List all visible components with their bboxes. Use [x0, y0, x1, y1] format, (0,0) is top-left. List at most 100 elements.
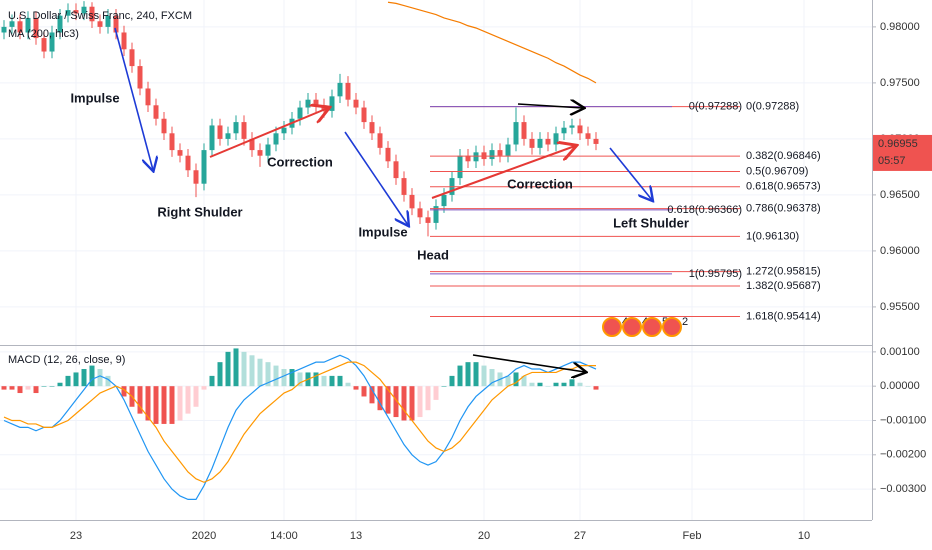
histogram-bar: [257, 358, 263, 387]
event-marker: [602, 317, 622, 337]
x-tick-label: 14:00: [270, 530, 298, 542]
fib-label: 1(0.96130): [746, 230, 799, 242]
histogram-bar: [161, 386, 167, 424]
candle-body: [257, 150, 263, 156]
fib-label: 0.618(0.96366): [667, 204, 742, 216]
candle-body: [305, 99, 311, 108]
candle-body: [17, 21, 23, 33]
x-tick-label: Feb: [683, 530, 702, 542]
axes: 0.980000.975000.970000.965000.960000.955…: [70, 21, 932, 542]
candle-body: [593, 138, 599, 144]
histogram-bar: [489, 369, 495, 387]
x-tick-label: 10: [798, 530, 810, 542]
candle-body: [49, 32, 55, 52]
fib-label: 1.382(0.95687): [746, 280, 821, 292]
histogram-bar: [25, 386, 31, 390]
fib-label: 0(0.97288): [689, 101, 742, 113]
histogram-bar: [385, 386, 391, 414]
candle-body: [393, 161, 399, 179]
candle-body: [177, 150, 183, 156]
y-tick-label: 0.96000: [880, 245, 920, 257]
histogram-bar: [369, 386, 375, 404]
candle-body: [417, 208, 423, 218]
histogram-bar: [409, 386, 415, 421]
event-marker: [642, 317, 662, 337]
histogram-bar: [393, 386, 399, 418]
candle-body: [41, 38, 47, 52]
histogram-bar: [9, 386, 15, 390]
histogram-bar: [561, 382, 567, 387]
annotation: Left Shulder: [613, 215, 689, 230]
histogram-bar: [593, 386, 599, 390]
annotation: Impulse: [70, 90, 119, 105]
histogram-bar: [441, 386, 447, 387]
histogram-bar: [241, 351, 247, 387]
last-price-label: 0.96955: [878, 138, 918, 150]
arrow: [209, 108, 328, 158]
histogram-bar: [233, 348, 239, 387]
histogram-bar: [553, 382, 559, 387]
histogram-bar: [137, 386, 143, 414]
candle-body: [401, 178, 407, 195]
candle-body: [193, 170, 199, 184]
histogram-bar: [481, 365, 487, 387]
histogram-bar: [297, 372, 303, 387]
histogram-bar: [33, 386, 39, 394]
fib-label: 0.5(0.96709): [746, 165, 808, 177]
arrows: [114, 27, 652, 372]
candle-body: [225, 133, 231, 139]
histogram-bar: [153, 386, 159, 424]
candle-body: [369, 122, 375, 134]
candle-body: [569, 125, 575, 128]
y-tick-label: 0.96500: [880, 189, 920, 201]
histogram-bar: [425, 386, 431, 411]
histogram-bar: [449, 375, 455, 387]
histogram-bar: [49, 386, 55, 387]
candle-body: [465, 155, 471, 162]
fib-label: 0(0.97288): [746, 101, 799, 113]
histogram-bar: [209, 375, 215, 387]
fib-label: 0.382(0.96846): [746, 150, 821, 162]
histogram-bar: [89, 365, 95, 387]
annotation: Right Shulder: [157, 204, 242, 219]
histogram-bar: [433, 386, 439, 400]
histogram-bar: [97, 369, 103, 387]
candle-body: [73, 10, 79, 14]
candle-body: [281, 127, 287, 134]
candle-body: [337, 82, 343, 97]
y-tick-label: 0.95500: [880, 301, 920, 313]
histogram-bar: [545, 386, 551, 387]
candle-body: [121, 32, 127, 50]
last-price-tag: [873, 134, 932, 171]
histogram-bar: [169, 386, 175, 424]
arrow: [517, 104, 583, 108]
candle-body: [145, 88, 151, 106]
candle-body: [1, 26, 7, 33]
candle-body: [185, 155, 191, 171]
histogram-bar: [537, 382, 543, 387]
histogram-bar: [457, 365, 463, 387]
candle-body: [473, 152, 479, 162]
arrow: [114, 27, 153, 170]
candle-body: [33, 17, 39, 39]
y-tick-label: 0.00100: [880, 346, 920, 358]
candle-body: [105, 15, 111, 27]
histogram-bar: [529, 382, 535, 387]
histogram-bar: [353, 386, 359, 390]
fib-label: 0.618(0.96573): [746, 181, 821, 193]
annotation: Head: [417, 247, 449, 262]
candle-body: [553, 133, 559, 145]
candle-body: [409, 194, 415, 209]
candle-body: [89, 6, 95, 22]
fib-label: 1.272(0.95815): [746, 266, 821, 278]
candle-body: [521, 122, 527, 139]
histogram-bar: [105, 375, 111, 387]
histogram-bar: [345, 382, 351, 387]
candle-body: [65, 10, 71, 16]
histogram-bar: [513, 372, 519, 387]
candle-body: [345, 82, 351, 100]
annotation: Correction: [267, 154, 333, 169]
candle-body: [489, 150, 495, 160]
histogram-bar: [73, 372, 79, 387]
